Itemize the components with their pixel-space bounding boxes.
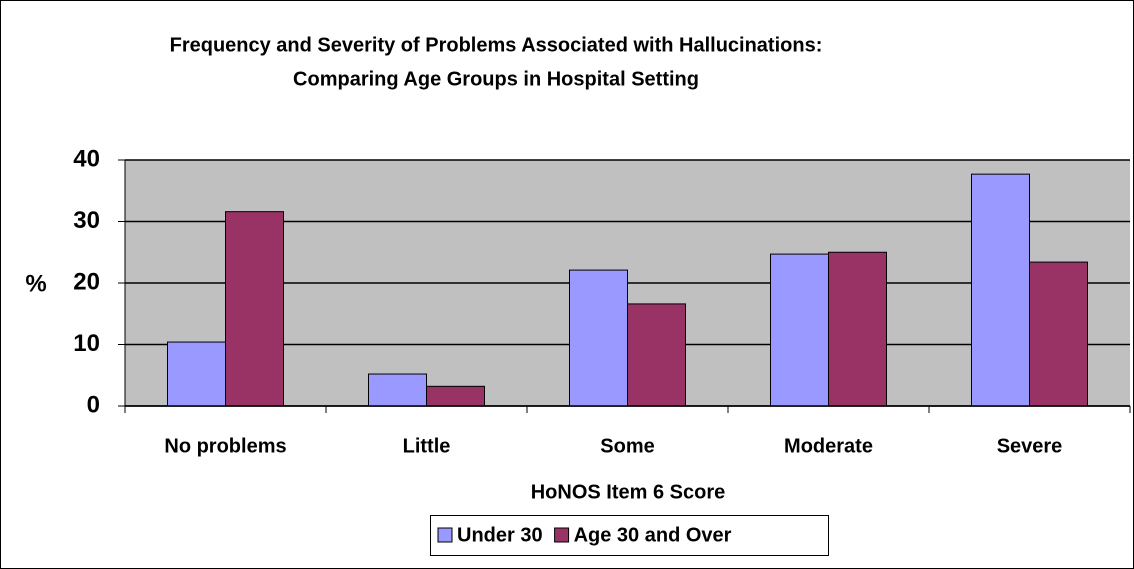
y-axis-label: % — [25, 270, 46, 297]
x-tick-label: Little — [403, 435, 451, 457]
y-tick-label: 20 — [73, 268, 100, 295]
bar — [1029, 261, 1088, 407]
legend-label: Age 30 and Over — [574, 524, 732, 546]
bar — [770, 253, 829, 407]
bar — [627, 303, 686, 407]
bar — [828, 251, 887, 407]
legend-label: Under 30 — [457, 524, 543, 546]
legend-swatch — [554, 527, 570, 543]
y-tick-label: 0 — [87, 391, 100, 418]
legend-box — [430, 515, 829, 556]
x-tick-label: No problems — [164, 435, 286, 457]
bar — [225, 211, 284, 407]
y-tick-label: 40 — [73, 145, 100, 172]
bar — [167, 341, 226, 407]
bar — [426, 385, 485, 407]
x-axis-label: HoNOS Item 6 Score — [531, 481, 726, 503]
chart-title: Frequency and Severity of Problems Assoc… — [170, 34, 823, 56]
x-tick-label: Severe — [997, 435, 1063, 457]
bar — [368, 373, 427, 407]
y-tick-label: 30 — [73, 207, 100, 234]
x-tick-label: Some — [600, 435, 654, 457]
legend-swatch — [437, 527, 453, 543]
bar — [971, 173, 1030, 407]
x-tick-label: Moderate — [784, 435, 873, 457]
chart-title: Comparing Age Groups in Hospital Setting — [293, 68, 699, 90]
y-tick-label: 10 — [73, 330, 100, 357]
bar — [569, 269, 628, 407]
